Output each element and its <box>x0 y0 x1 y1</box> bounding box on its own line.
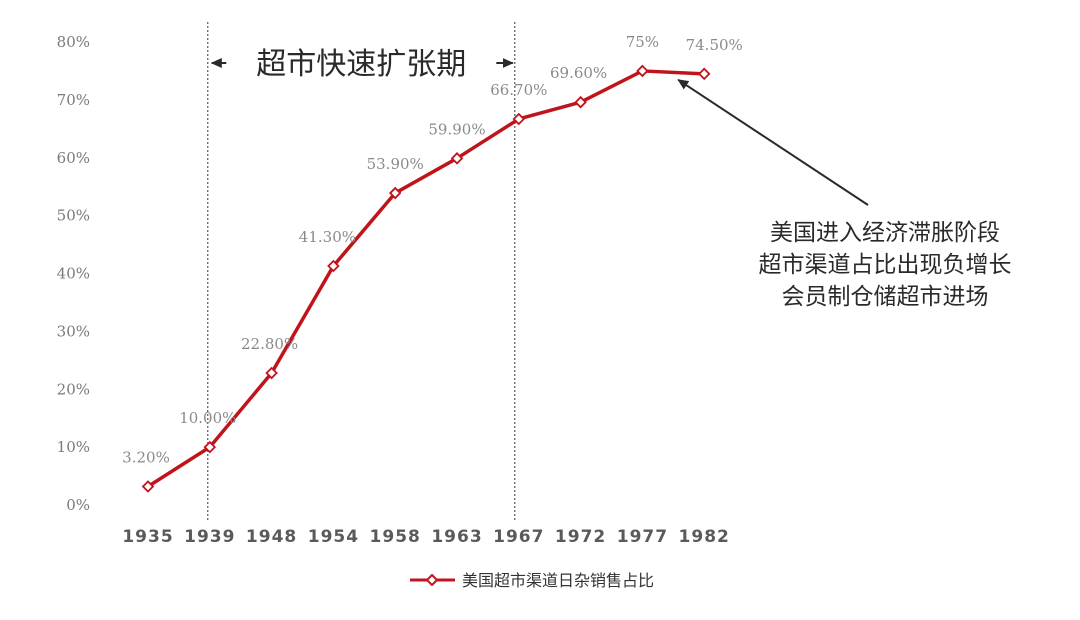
x-tick-label: 1963 <box>431 527 482 547</box>
note-arrow <box>677 78 869 206</box>
y-tick-label: 0% <box>66 496 90 514</box>
x-tick-label: 1977 <box>617 527 668 547</box>
series-line <box>147 69 705 488</box>
x-tick-label: 1948 <box>246 527 297 547</box>
note-line-3: 会员制仓储超市进场 <box>782 284 989 310</box>
data-label: 22.80% <box>241 335 298 353</box>
stagflation-note: 美国进入经济滞胀阶段 超市渠道占比出现负增长 会员制仓储超市进场 <box>677 78 1012 310</box>
data-point-marker <box>388 186 402 200</box>
legend: 美国超市渠道日杂销售占比 <box>410 571 654 590</box>
period-label: 超市快速扩张期 <box>256 47 466 82</box>
x-tick-label: 1967 <box>493 527 544 547</box>
data-label: 10.00% <box>179 409 236 427</box>
data-point-marker <box>203 440 217 454</box>
y-tick-label: 50% <box>57 207 90 225</box>
data-point-marker <box>450 152 464 165</box>
data-label: 41.30% <box>299 228 356 246</box>
x-tick-label: 1954 <box>308 527 359 547</box>
y-tick-label: 80% <box>57 33 90 51</box>
data-label: 69.60% <box>550 64 607 82</box>
x-tick-label: 1972 <box>555 527 606 547</box>
data-point-marker <box>636 64 649 78</box>
data-point-marker <box>512 112 526 126</box>
y-tick-label: 70% <box>57 91 90 109</box>
x-tick-label: 1939 <box>184 527 235 547</box>
data-point-marker <box>265 366 278 380</box>
data-label: 59.90% <box>428 120 485 138</box>
data-label: 75% <box>626 33 659 51</box>
note-line-2: 超市渠道占比出现负增长 <box>759 252 1012 278</box>
y-axis: 0% 10% 20% 30% 40% 50% 60% 70% 80% <box>57 33 90 514</box>
y-tick-label: 20% <box>57 380 90 398</box>
x-tick-label: 1958 <box>370 527 421 547</box>
expansion-period-annotation: 超市快速扩张期 <box>207 22 516 522</box>
series-line-group: 3.20% 10.00% 22.80% 41.30% 53.90%59.90% 66.70… <box>122 33 743 493</box>
legend-marker-icon <box>425 573 439 587</box>
data-label: 53.90% <box>367 155 424 173</box>
data-label: 3.20% <box>122 448 170 466</box>
y-tick-label: 10% <box>57 438 90 456</box>
y-tick-label: 30% <box>57 322 90 340</box>
note-line-1: 美国进入经济滞胀阶段 <box>770 220 1000 246</box>
data-point-marker <box>141 480 155 493</box>
data-point-marker <box>327 259 340 273</box>
y-tick-label: 40% <box>57 265 90 283</box>
x-tick-label: 1935 <box>122 527 173 547</box>
data-label: 66.70% <box>490 81 547 99</box>
x-tick-label: 1982 <box>679 527 730 547</box>
legend-series-name: 美国超市渠道日杂销售占比 <box>462 571 654 590</box>
x-axis: 1935 1939 1948 1954 1958 1963 1967 1972 1977 1982 <box>122 527 730 547</box>
data-point-marker <box>697 67 711 81</box>
y-tick-label: 60% <box>57 149 90 167</box>
data-point-marker <box>574 95 587 109</box>
data-label: 74.50% <box>686 36 743 54</box>
